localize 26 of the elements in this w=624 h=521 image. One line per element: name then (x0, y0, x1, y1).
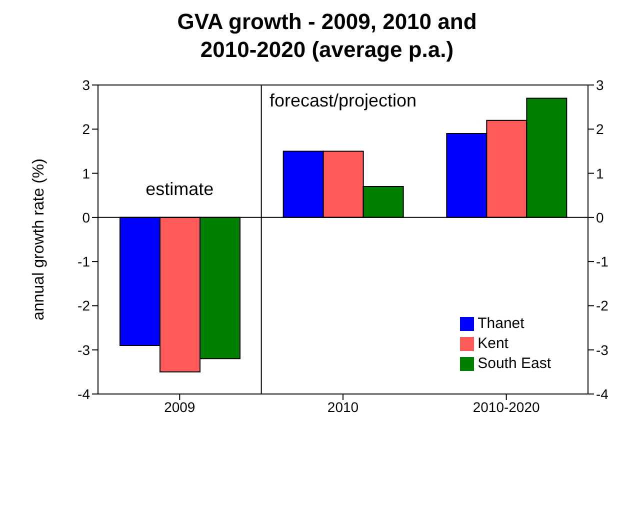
y-tick-label: 3 (82, 76, 90, 93)
y-tick-label: -1 (78, 254, 90, 270)
y2-tick-label: 1 (596, 165, 604, 182)
y-axis-title: annual growth rate (%) (30, 158, 48, 320)
x-tick-label: 2010-2020 (472, 398, 540, 415)
y-tick-label: 1 (82, 165, 90, 182)
x-tick-label: 2009 (164, 398, 196, 415)
legend-label: South East (478, 355, 551, 372)
legend-label: Thanet (478, 315, 524, 332)
y2-tick-label: 3 (596, 76, 604, 93)
annotation: forecast/projection (269, 90, 417, 110)
legend-label: Kent (478, 335, 508, 352)
y-tick-label: 2 (82, 121, 90, 138)
y2-tick-label: -3 (596, 342, 609, 358)
y2-tick-label: -1 (596, 254, 609, 270)
y2-tick-label: -2 (596, 298, 609, 314)
y2-tick-label: 0 (596, 209, 604, 226)
y-tick-label: -4 (78, 386, 90, 402)
x-tick-label: 2010 (327, 398, 359, 415)
y2-tick-label: 2 (596, 121, 604, 138)
y-tick-label: 0 (82, 209, 90, 226)
y2-tick-label: -4 (596, 386, 609, 402)
chart-title: GVA growth - 2009, 2010 and 2010-2020 (average p.a.) (176, 8, 478, 64)
y-tick-label: -2 (78, 298, 90, 314)
y-tick-label: -3 (78, 342, 90, 358)
annotation: estimate (146, 178, 214, 199)
